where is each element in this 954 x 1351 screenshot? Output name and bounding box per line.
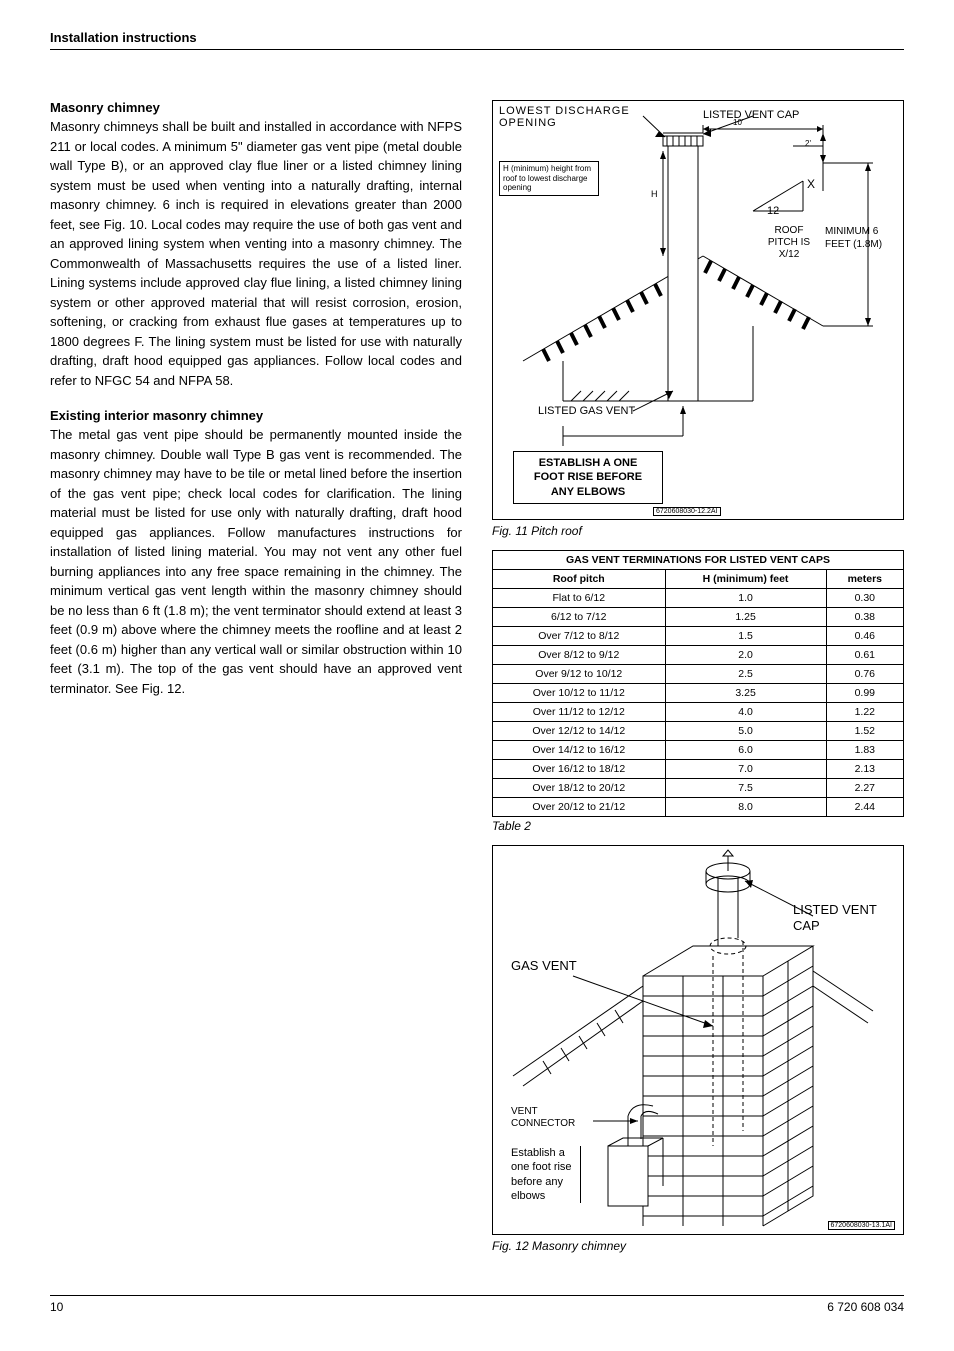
table-cell: 0.99 — [826, 684, 903, 703]
table-cell: 6/12 to 7/12 — [493, 608, 666, 627]
table-cell: 1.52 — [826, 722, 903, 741]
table-cell: 0.61 — [826, 646, 903, 665]
table-row: Over 11/12 to 12/124.01.22 — [493, 703, 904, 722]
th-pitch: Roof pitch — [493, 570, 666, 589]
content-columns: Masonry chimney Masonry chimneys shall b… — [50, 100, 904, 1265]
table-cell: Over 14/12 to 16/12 — [493, 741, 666, 760]
fig11-10: 10' — [733, 118, 743, 127]
table-cell: 2.13 — [826, 760, 903, 779]
table-cell: Over 7/12 to 8/12 — [493, 627, 666, 646]
fig11-x: X — [807, 177, 815, 191]
table-cell: 6.0 — [665, 741, 826, 760]
fig12-code: 6720608030-13.1AI — [828, 1221, 896, 1230]
figure-12: GAS VENT LISTED VENT CAP VENT CONNECTOR … — [492, 845, 904, 1235]
table-cell: 5.0 — [665, 722, 826, 741]
table-cell: Over 18/12 to 20/12 — [493, 779, 666, 798]
table-cell: 1.25 — [665, 608, 826, 627]
page-footer: 10 6 720 608 034 — [50, 1295, 904, 1314]
table-cell: 2.44 — [826, 798, 903, 817]
page-header: Installation instructions — [50, 30, 904, 50]
table-row: Over 16/12 to 18/127.02.13 — [493, 760, 904, 779]
table-cell: 0.30 — [826, 589, 903, 608]
left-column: Masonry chimney Masonry chimneys shall b… — [50, 100, 462, 1265]
table-row: 6/12 to 7/121.250.38 — [493, 608, 904, 627]
table-title: GAS VENT TERMINATIONS FOR LISTED VENT CA… — [493, 551, 904, 570]
heading-existing: Existing interior masonry chimney — [50, 408, 462, 423]
table-row: Flat to 6/121.00.30 — [493, 589, 904, 608]
fig11-caption: Fig. 11 Pitch roof — [492, 524, 904, 538]
table-cell: Over 11/12 to 12/12 — [493, 703, 666, 722]
fig12-listed-cap: LISTED VENT CAP — [793, 902, 883, 933]
table-cell: 0.38 — [826, 608, 903, 627]
fig11-roof-pitch: ROOF PITCH IS X/12 — [761, 225, 817, 261]
table-cell: 4.0 — [665, 703, 826, 722]
page-number: 10 — [50, 1300, 63, 1314]
th-meters: meters — [826, 570, 903, 589]
table-cell: Over 10/12 to 11/12 — [493, 684, 666, 703]
vent-table: GAS VENT TERMINATIONS FOR LISTED VENT CA… — [492, 550, 904, 817]
table-cell: 1.0 — [665, 589, 826, 608]
table-cell: 7.5 — [665, 779, 826, 798]
table-header-row: Roof pitch H (minimum) feet meters — [493, 570, 904, 589]
table-cell: 0.46 — [826, 627, 903, 646]
table-row: Over 14/12 to 16/126.01.83 — [493, 741, 904, 760]
table-cell: 2.0 — [665, 646, 826, 665]
table-cell: Over 8/12 to 9/12 — [493, 646, 666, 665]
table-row: Over 12/12 to 14/125.01.52 — [493, 722, 904, 741]
table-cell: Over 9/12 to 10/12 — [493, 665, 666, 684]
table-cell: 3.25 — [665, 684, 826, 703]
fig11-listed-gas-vent: LISTED GAS VENT — [538, 405, 635, 417]
fig11-12: 12 — [767, 205, 779, 217]
fig11-min6: MINIMUM 6 FEET (1.8M) — [825, 225, 891, 251]
fig11-code: 6720608030-12.2AI — [653, 507, 721, 516]
fig11-note: ESTABLISH A ONE FOOT RISE BEFORE ANY ELB… — [513, 451, 663, 504]
table-cell: 1.22 — [826, 703, 903, 722]
table-cell: Over 16/12 to 18/12 — [493, 760, 666, 779]
fig12-note: Establish a one foot rise before any elb… — [511, 1146, 581, 1203]
table-cell: Over 12/12 to 14/12 — [493, 722, 666, 741]
table-row: Over 7/12 to 8/121.50.46 — [493, 627, 904, 646]
table-cell: Over 20/12 to 21/12 — [493, 798, 666, 817]
table-cell: 2.5 — [665, 665, 826, 684]
fig12-vent-connector: VENT CONNECTOR — [511, 1106, 591, 1130]
table-cell: 8.0 — [665, 798, 826, 817]
fig11-2: 2' — [805, 139, 811, 148]
heading-masonry: Masonry chimney — [50, 100, 462, 115]
table-cell: Flat to 6/12 — [493, 589, 666, 608]
table-cell: 0.76 — [826, 665, 903, 684]
table-row: Over 20/12 to 21/128.02.44 — [493, 798, 904, 817]
table-row: Over 10/12 to 11/123.250.99 — [493, 684, 904, 703]
th-feet: H (minimum) feet — [665, 570, 826, 589]
table-cell: 7.0 — [665, 760, 826, 779]
table-row: Over 9/12 to 10/122.50.76 — [493, 665, 904, 684]
para-existing: The metal gas vent pipe should be perman… — [50, 425, 462, 698]
fig11-listed-cap: LISTED VENT CAP — [703, 109, 799, 121]
table-row: Over 18/12 to 20/127.52.27 — [493, 779, 904, 798]
right-column: LOWEST DISCHARGE OPENING LISTED VENT CAP… — [492, 100, 904, 1265]
fig11-h: H — [651, 189, 658, 199]
para-masonry: Masonry chimneys shall be built and inst… — [50, 117, 462, 390]
fig11-lowest-discharge: LOWEST DISCHARGE OPENING — [499, 105, 639, 129]
fig12-gas-vent: GAS VENT — [511, 958, 577, 974]
figure-11: LOWEST DISCHARGE OPENING LISTED VENT CAP… — [492, 100, 904, 520]
fig12-caption: Fig. 12 Masonry chimney — [492, 1239, 904, 1253]
table-cell: 2.27 — [826, 779, 903, 798]
table-row: Over 8/12 to 9/122.00.61 — [493, 646, 904, 665]
table-cell: 1.5 — [665, 627, 826, 646]
table-cell: 1.83 — [826, 741, 903, 760]
fig11-hmin-box: H (minimum) height from roof to lowest d… — [499, 161, 599, 196]
doc-number: 6 720 608 034 — [827, 1300, 904, 1314]
table-caption: Table 2 — [492, 819, 904, 833]
